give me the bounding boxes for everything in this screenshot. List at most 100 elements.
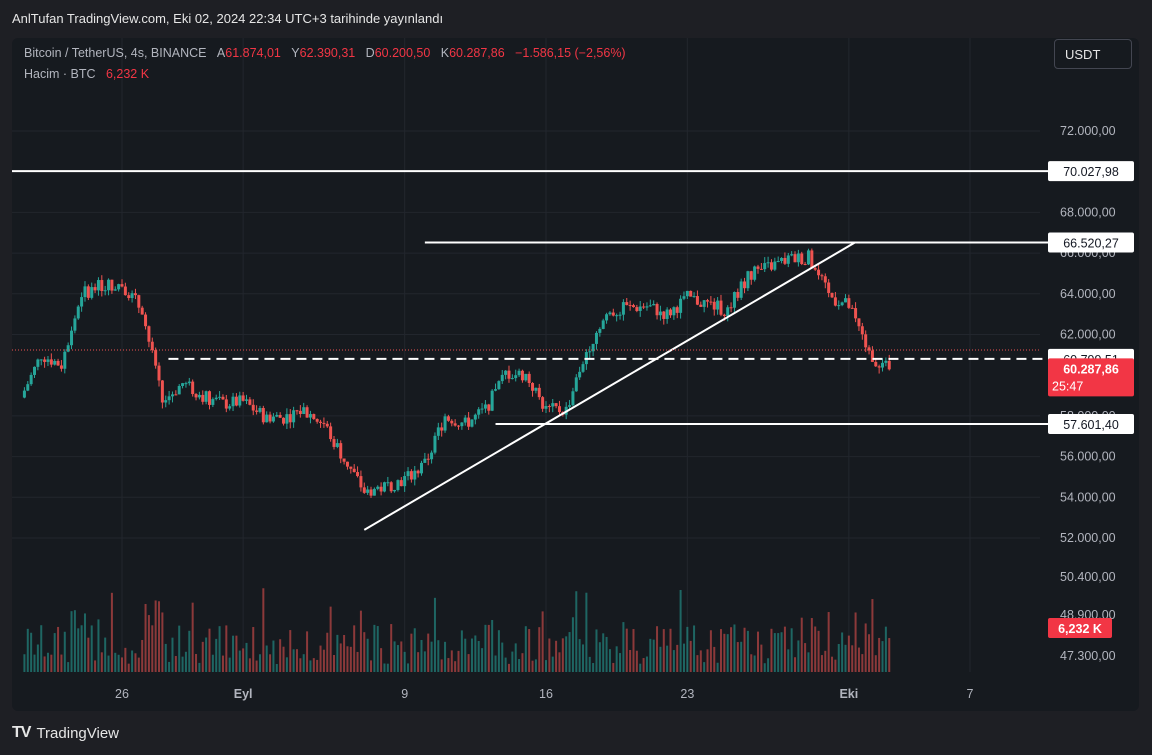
volume-label[interactable]: Hacim · BTC — [24, 67, 96, 81]
volume-bar — [662, 629, 665, 672]
candle-body — [288, 414, 292, 423]
volume-bar — [460, 630, 463, 672]
candle-body — [184, 383, 188, 385]
volume-bar — [57, 626, 60, 672]
candle-body — [117, 284, 121, 290]
volume-bar — [343, 635, 346, 672]
candle-body — [443, 416, 447, 431]
volume-bar — [555, 640, 558, 672]
volume-bar — [548, 638, 551, 672]
candle-body — [874, 361, 878, 367]
candle-body — [120, 284, 124, 287]
volume-bar — [484, 624, 487, 672]
volume-bar — [225, 625, 228, 672]
candle-body — [393, 489, 397, 492]
volume-bar — [518, 659, 521, 672]
candle-body — [308, 414, 312, 418]
candle-body — [477, 409, 481, 415]
volume-bar — [184, 651, 187, 672]
volume-bar — [275, 663, 278, 672]
candle-body — [319, 421, 323, 423]
volume-bar — [602, 633, 605, 672]
volume-bar — [87, 637, 90, 672]
candle-body — [507, 370, 511, 379]
countdown-label: 25:47 — [1052, 379, 1083, 393]
volume-bar — [787, 649, 790, 672]
volume-bar — [43, 656, 46, 672]
candle-body — [39, 359, 43, 361]
volume-bar — [689, 640, 692, 672]
candle-body — [396, 480, 400, 490]
change-value: −1.586,15 (−2,56%) — [515, 46, 626, 60]
candle-body — [430, 452, 434, 460]
volume-bar — [551, 656, 554, 672]
candle-body — [796, 253, 800, 263]
candle-body — [510, 378, 514, 380]
candle-body — [810, 250, 814, 269]
volume-bar — [666, 645, 669, 672]
symbol-title[interactable]: Bitcoin / TetherUS, 4s, BINANCE — [24, 46, 207, 60]
candle-body — [817, 269, 821, 276]
volume-bar — [511, 651, 514, 672]
volume-bar — [272, 640, 275, 672]
candle-body — [295, 410, 299, 412]
candle-body — [847, 298, 851, 308]
candle-body — [261, 407, 265, 423]
volume-bar — [94, 660, 97, 672]
footer-brand[interactable]: TV TradingView — [12, 724, 119, 742]
volume-bar — [208, 628, 211, 672]
volume-bar — [534, 659, 537, 672]
candle-body — [305, 407, 309, 418]
volume-bar — [595, 629, 598, 672]
candle-body — [652, 304, 656, 306]
volume-bar — [639, 663, 642, 672]
time-axis[interactable]: 26 Eyl 9 16 23 Eki 7 — [115, 687, 973, 701]
volume-bar — [632, 629, 635, 672]
volume-bar — [770, 628, 773, 672]
candle-body — [551, 403, 555, 407]
volume-bar — [427, 633, 430, 672]
drawings[interactable] — [12, 170, 1048, 531]
candle-body — [278, 414, 282, 418]
volume-bar — [629, 650, 632, 672]
candle-body — [46, 359, 50, 362]
candle-body — [419, 462, 423, 474]
candle-body — [167, 396, 171, 401]
volume-bar — [888, 638, 891, 672]
candle-body — [806, 250, 810, 265]
price-chart[interactable]: 72.000,0068.000,0066.000,0064.000,0062.0… — [12, 38, 1139, 711]
candle-body — [245, 399, 249, 401]
candle-body — [49, 359, 53, 365]
candle-body — [211, 399, 215, 405]
volume-bar — [682, 643, 685, 672]
volume-bar — [874, 655, 877, 672]
currency-button[interactable]: USDT — [1054, 39, 1132, 69]
volume-badge — [1048, 618, 1112, 638]
candle-body — [322, 422, 326, 424]
volume-bar — [255, 660, 258, 672]
candle-body — [177, 385, 181, 395]
candle-body — [63, 351, 67, 369]
candle-body — [867, 347, 871, 351]
chart-panel[interactable]: 72.000,00 68.000,00 66.000,00 64.000,00 62.0… — [12, 38, 1139, 711]
candle-body — [601, 320, 605, 329]
volume-bar — [124, 647, 127, 672]
volume-bar — [635, 650, 638, 672]
volume-bar — [783, 626, 786, 672]
candle-body — [460, 422, 464, 427]
candle-body — [591, 343, 595, 352]
candle-body — [413, 470, 417, 480]
candle-body — [736, 292, 740, 298]
volume-bar — [174, 655, 177, 672]
volume-bar — [134, 653, 137, 672]
candle-body — [268, 414, 272, 422]
candle-body — [43, 359, 47, 362]
candle-body — [298, 410, 302, 415]
candle-body — [594, 332, 598, 344]
volume-bar — [50, 654, 53, 672]
candle-body — [197, 394, 201, 398]
volume-bar — [309, 660, 312, 672]
volume-bar — [191, 602, 194, 672]
candle-body — [372, 488, 376, 496]
volume-bar — [30, 632, 33, 672]
